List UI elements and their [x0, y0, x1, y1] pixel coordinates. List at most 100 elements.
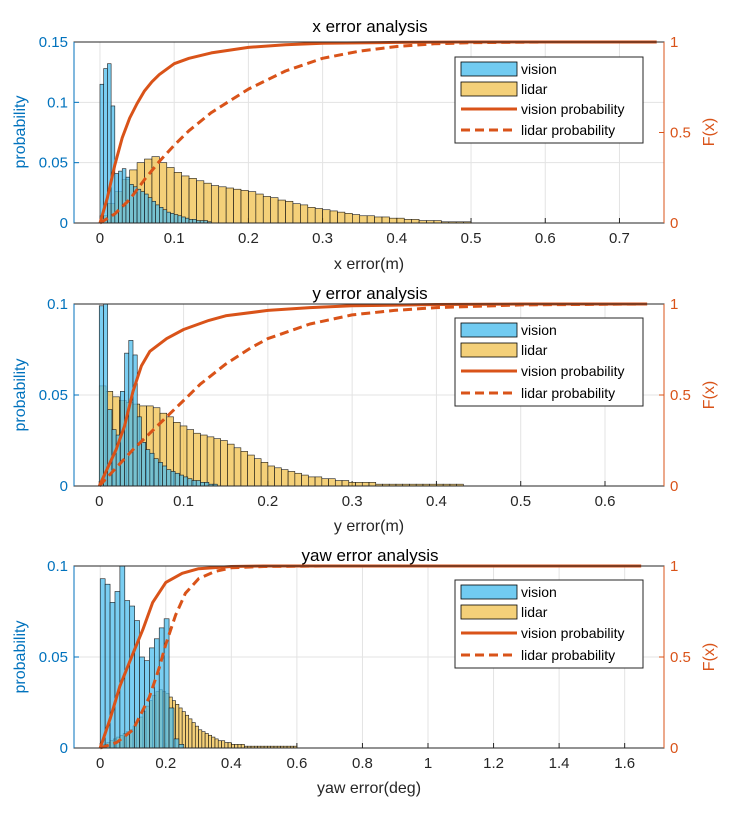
y-tick-labels: 0 0.05 0.1 0.15: [39, 34, 68, 232]
vision-bar: [114, 173, 119, 224]
lidar-bar: [227, 742, 232, 749]
vision-bar: [170, 471, 176, 487]
vision-bar: [188, 219, 194, 224]
lidar-bar: [240, 744, 245, 749]
lidar-bar: [352, 214, 361, 224]
lidar-bar: [218, 186, 227, 224]
lidar-bar: [270, 197, 279, 224]
legend: vision lidar vision probability lidar pr…: [454, 317, 644, 407]
lidar-bar: [328, 478, 336, 487]
x-tick-label: 0.3: [312, 230, 333, 247]
vision-bar: [149, 452, 155, 487]
vision-bar: [109, 602, 116, 749]
x-tick-label: 0.1: [164, 230, 185, 247]
vision-bar: [98, 305, 104, 487]
vision-bar: [103, 303, 109, 487]
legend-swatch-vision: [460, 584, 518, 600]
lidar-bar: [355, 482, 363, 487]
lidar-bar: [287, 471, 296, 487]
lidar-bar: [267, 465, 275, 487]
lidar-bar: [233, 447, 242, 487]
vision-bar: [129, 605, 135, 749]
vision-bar: [170, 213, 175, 224]
lidar-bar: [201, 731, 206, 749]
x-tick-label: 0: [96, 230, 104, 247]
x-tick-label: 0.2: [257, 493, 278, 510]
y2-axis-label: F(x): [701, 118, 718, 146]
legend-label-lidar-probability: lidar probability: [521, 122, 615, 138]
vision-bar: [192, 219, 197, 224]
vision-bar: [173, 738, 180, 749]
lidar-bar: [178, 707, 183, 749]
vision-bar: [151, 200, 156, 224]
lidar-bar: [188, 178, 197, 224]
x-tick-label: 1: [424, 755, 432, 772]
legend-label-vision: vision: [521, 584, 557, 600]
lidar-bar: [368, 482, 377, 487]
legend-label-vision: vision: [521, 322, 557, 338]
legend-swatch-lidar: [460, 604, 518, 620]
vision-bar: [166, 469, 172, 487]
x-tick-label: 0.4: [426, 493, 447, 510]
panel-yaw-error: yaw error analysis 0 0.2 0.4 0.6 0.8 1 1…: [12, 546, 718, 797]
vision-bar: [177, 215, 182, 224]
y2-tick-label: 1: [670, 296, 678, 313]
vision-bar: [158, 627, 165, 749]
lidar-bar: [234, 744, 239, 749]
legend-swatch-lidar: [460, 342, 518, 358]
lidar-bar: [300, 204, 309, 224]
y2-tick-labels: 0 0.5 1: [670, 558, 691, 757]
y2-tick-label: 0.5: [670, 125, 691, 142]
lidar-bar: [248, 191, 257, 224]
y2-axis-label: F(x): [701, 643, 718, 671]
lidar-bar: [181, 175, 190, 224]
lidar-bar: [277, 199, 286, 224]
y2-tick-label: 0.5: [670, 649, 691, 666]
vision-bar: [118, 170, 123, 224]
lidar-bar: [321, 478, 329, 487]
y-tick-label: 0.1: [47, 296, 68, 313]
y2-tick-labels: 0 0.5 1: [670, 296, 691, 495]
y-axis-label: probability: [12, 621, 29, 694]
vision-bar: [121, 168, 127, 224]
vision-bar: [168, 707, 175, 749]
lidar-bar: [181, 711, 186, 749]
vision-bar: [174, 472, 180, 487]
lidar-bar: [334, 480, 343, 487]
vision-bar: [132, 354, 138, 487]
lidar-bar: [366, 215, 375, 224]
x-tick-label: 0.8: [352, 755, 373, 772]
lidar-bar: [374, 216, 383, 224]
vision-bar: [136, 416, 142, 487]
vision-probability-line: [97, 302, 648, 487]
vision-bar: [183, 476, 189, 487]
lidar-bar: [344, 213, 353, 224]
x-tick-label: 0: [95, 493, 103, 510]
lidar-bar: [301, 474, 309, 487]
x-tick-label: 1.6: [614, 755, 635, 772]
y-axis-label: probability: [12, 359, 29, 432]
lidar-bar: [361, 482, 370, 487]
lidar-bar: [191, 722, 196, 749]
lidar-bar: [359, 215, 368, 224]
x-tick-label: 1.4: [549, 755, 570, 772]
lidar-probability-line: [99, 564, 642, 750]
y2-tick-label: 0.5: [670, 387, 691, 404]
x-tick-labels: 0 0.1 0.2 0.3 0.4 0.5 0.6 0.7: [96, 230, 630, 247]
x-tick-label: 0.4: [386, 230, 407, 247]
legend-label-vision-probability: vision probability: [521, 101, 625, 117]
vision-bar: [141, 442, 146, 487]
vision-bar: [139, 656, 145, 749]
lidar-bar: [240, 190, 249, 224]
y-tick-label: 0.05: [39, 387, 68, 404]
legend-label-lidar: lidar: [521, 342, 548, 358]
lidar-bar: [231, 744, 235, 749]
y2-tick-label: 0: [670, 215, 678, 232]
x-tick-label: 0.2: [238, 230, 259, 247]
lidar-bar: [254, 458, 262, 487]
lidar-bar: [314, 476, 323, 487]
lidar-bar: [210, 185, 220, 224]
vision-bar: [179, 474, 184, 487]
